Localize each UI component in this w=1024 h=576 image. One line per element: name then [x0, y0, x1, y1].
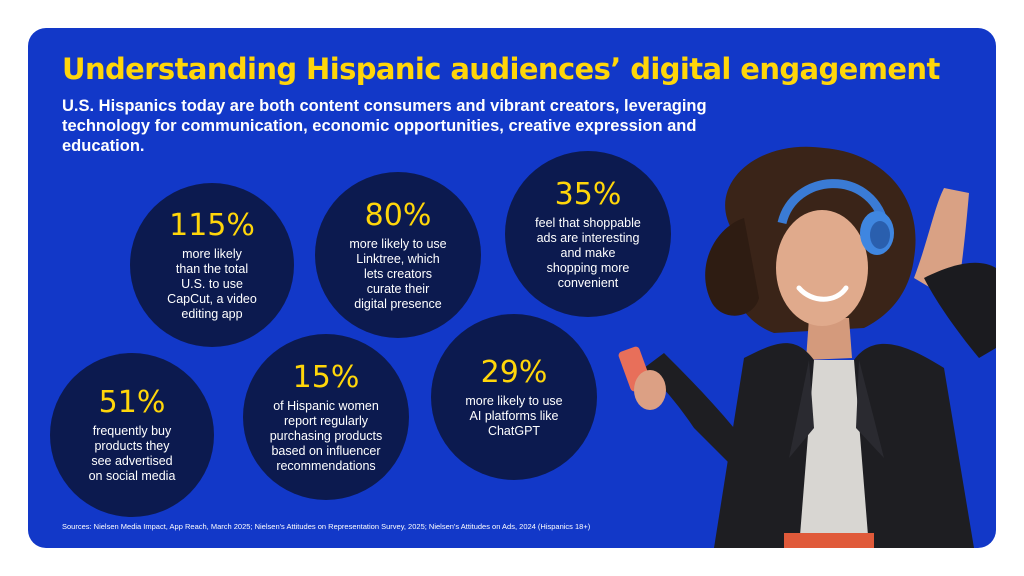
stat-circle-social-media: 51% frequently buy products they see adv… — [50, 353, 214, 517]
sources-note: Sources: Nielsen Media Impact, App Reach… — [62, 522, 591, 531]
woman-with-headphones-photo — [618, 146, 996, 548]
stat-percent: 29% — [480, 354, 548, 390]
stat-circle-linktree: 80% more likely to use Linktree, which l… — [315, 172, 481, 338]
page-subtitle: U.S. Hispanics today are both content co… — [62, 97, 707, 155]
stat-percent: 80% — [364, 197, 432, 233]
stat-description: more likely than the total U.S. to use C… — [167, 246, 257, 321]
stat-description: frequently buy products they see adverti… — [88, 424, 176, 483]
stat-circle-ai-platforms: 29% more likely to use AI platforms like… — [431, 314, 597, 480]
stat-circle-influencer: 15% of Hispanic women report regularly p… — [243, 334, 409, 500]
stat-percent: 35% — [554, 176, 622, 212]
stat-description: feel that shoppable ads are interesting … — [535, 215, 641, 290]
stat-description: of Hispanic women report regularly purch… — [269, 398, 383, 473]
infographic-card: Understanding Hispanic audiences’ digita… — [28, 28, 996, 548]
stat-description: more likely to use AI platforms like Cha… — [465, 393, 563, 438]
stat-percent: 51% — [98, 385, 166, 420]
stat-description: more likely to use Linktree, which lets … — [349, 236, 447, 311]
stat-percent: 15% — [292, 359, 360, 395]
stat-circle-capcut: 115% more likely than the total U.S. to … — [130, 183, 294, 347]
stat-circle-shoppable-ads: 35% feel that shoppable ads are interest… — [505, 151, 671, 317]
stat-percent: 115% — [169, 207, 255, 243]
page-title: Understanding Hispanic audiences’ digita… — [62, 52, 940, 86]
